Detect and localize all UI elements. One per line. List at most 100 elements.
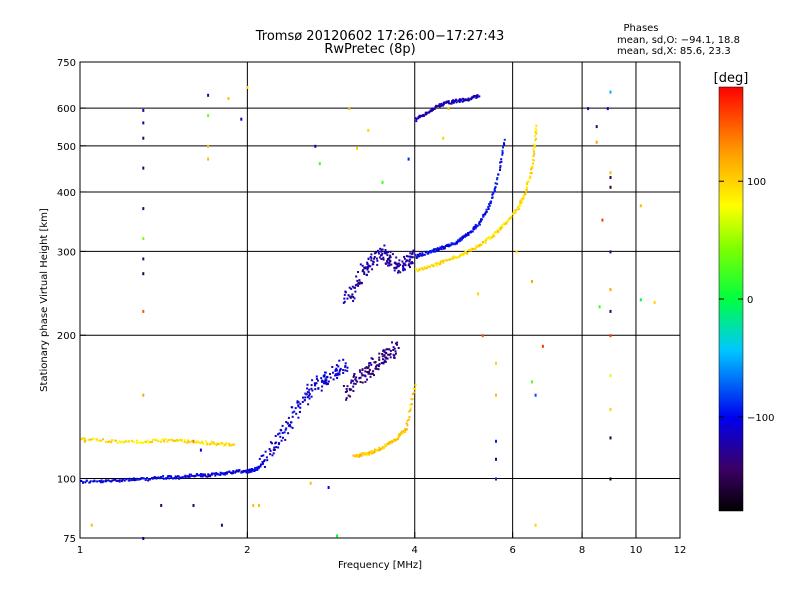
echo-point xyxy=(411,252,414,255)
echo-point xyxy=(364,370,367,373)
echo-point xyxy=(232,472,234,475)
echo-point xyxy=(369,450,372,453)
scatter-point xyxy=(609,288,612,292)
echo-point xyxy=(335,374,338,377)
echo-point xyxy=(484,211,487,214)
echo-point xyxy=(354,378,357,381)
echo-point xyxy=(306,383,309,386)
echo-point xyxy=(356,279,359,282)
echo-point xyxy=(142,477,145,480)
echo-point xyxy=(372,260,375,263)
echo-point xyxy=(462,235,465,238)
scatter-point xyxy=(531,280,533,283)
echo-point xyxy=(397,347,400,349)
echo-point xyxy=(411,398,414,401)
echo-point xyxy=(363,374,366,377)
colorbar-ticks: 100 0 −100 xyxy=(719,177,774,424)
echo-point xyxy=(213,442,216,445)
echo-point xyxy=(395,352,397,355)
echo-point xyxy=(80,480,83,482)
echo-point xyxy=(455,98,458,101)
echo-point xyxy=(152,476,155,479)
echo-point xyxy=(389,256,392,259)
echo-point xyxy=(299,411,301,413)
echo-point xyxy=(425,112,428,115)
echo-point xyxy=(452,242,455,245)
echo-point xyxy=(439,104,442,107)
scatter-point xyxy=(534,523,537,527)
echo-point xyxy=(427,252,430,255)
echo-point xyxy=(454,242,457,245)
echo-point xyxy=(199,442,202,445)
echo-point xyxy=(102,480,105,483)
echo-point xyxy=(149,441,152,444)
echo-point xyxy=(526,183,528,185)
echo-point xyxy=(360,281,363,284)
echo-point xyxy=(384,252,387,255)
echo-point xyxy=(368,451,371,454)
echo-point xyxy=(382,358,384,361)
echo-point xyxy=(470,230,473,233)
echo-point xyxy=(361,374,364,377)
echo-point xyxy=(358,279,361,282)
echo-point xyxy=(128,479,131,482)
scatter-point xyxy=(240,117,243,121)
echo-point xyxy=(532,155,535,158)
echo-point xyxy=(123,441,126,444)
echo-point xyxy=(366,453,369,456)
echo-point xyxy=(354,290,357,293)
echo-point xyxy=(471,248,474,250)
echo-point xyxy=(345,397,348,400)
scatter-point xyxy=(609,309,612,313)
echo-point xyxy=(389,349,392,352)
echo-point xyxy=(473,225,476,228)
echo-point xyxy=(299,402,302,405)
scatter-point xyxy=(142,257,145,261)
echo-point xyxy=(272,452,275,455)
echo-point xyxy=(377,368,380,371)
echo-point xyxy=(365,267,368,270)
echo-point xyxy=(385,351,387,354)
echo-point xyxy=(177,440,180,442)
echo-point xyxy=(356,455,359,458)
echo-point xyxy=(215,472,218,475)
echo-point xyxy=(408,416,411,419)
echo-point xyxy=(214,474,217,477)
echo-point xyxy=(390,263,393,266)
echo-point xyxy=(529,175,532,178)
echo-point xyxy=(397,435,400,438)
echo-trace xyxy=(414,94,481,123)
echo-point xyxy=(358,377,361,379)
echo-point xyxy=(432,250,435,253)
x-tick-label: 2 xyxy=(244,545,250,556)
echo-point xyxy=(257,465,260,468)
echo-point xyxy=(232,470,235,473)
echo-point xyxy=(346,390,348,393)
echo-point xyxy=(229,471,232,474)
echo-point xyxy=(135,439,138,442)
echo-point xyxy=(365,274,368,277)
echo-point xyxy=(166,475,169,478)
echo-trace xyxy=(414,138,506,259)
echo-point xyxy=(123,479,126,482)
echo-point xyxy=(389,356,392,359)
echo-point xyxy=(397,262,400,265)
echo-point xyxy=(421,115,423,118)
echo-point xyxy=(440,260,443,263)
scatter-points xyxy=(83,85,656,540)
colorbar-tick-label: 100 xyxy=(747,177,766,188)
echo-point xyxy=(415,118,418,120)
echo-point xyxy=(122,478,125,481)
y-tick-label: 300 xyxy=(57,247,76,258)
echo-point xyxy=(145,440,147,443)
echo-point xyxy=(468,98,471,101)
echo-point xyxy=(281,424,284,427)
echo-point xyxy=(483,240,486,243)
echo-point xyxy=(440,248,443,251)
echo-point xyxy=(260,463,262,466)
echo-point xyxy=(215,442,218,445)
echo-point xyxy=(187,439,190,442)
scatter-point xyxy=(598,305,601,309)
echo-point xyxy=(466,252,469,254)
echo-point xyxy=(473,95,476,97)
